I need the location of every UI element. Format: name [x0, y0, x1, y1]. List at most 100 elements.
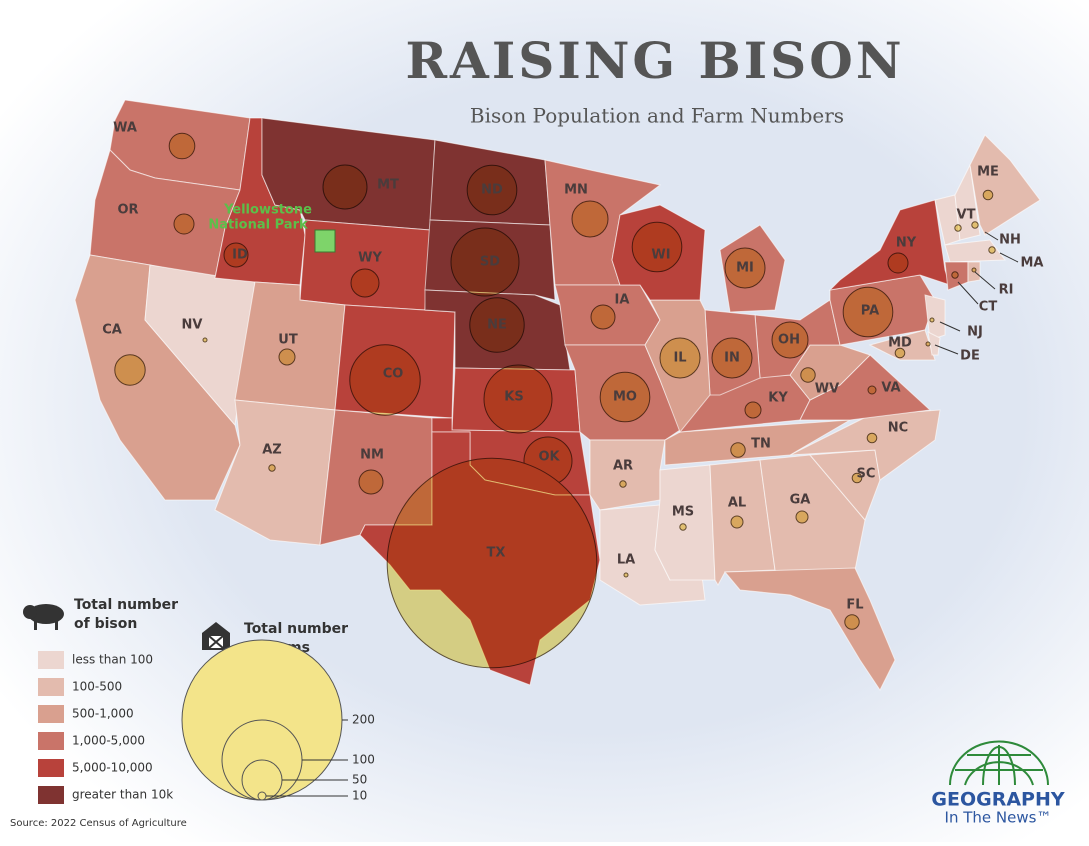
legend-swatch [38, 678, 64, 696]
legend-circle [257, 791, 267, 801]
legend-label: 1,000-5,000 [72, 734, 145, 748]
farm-circle [929, 317, 935, 323]
farm-circle [469, 297, 525, 353]
legend-value: 200 [352, 713, 375, 727]
farm-circle [894, 347, 906, 359]
state-label: AZ [262, 443, 282, 458]
farm-circle [988, 246, 996, 254]
farm-circle [590, 304, 616, 330]
farm-circle [971, 221, 979, 229]
farm-circle [925, 341, 931, 347]
title: RAISING BISON [405, 31, 904, 90]
farm-circle [866, 432, 878, 444]
state-labels: WA OR CA NV ID MT WY UT CO AZ NM ND SD NE KS OK TX MN IA MO… [102, 121, 1043, 613]
state [944, 239, 1006, 263]
farm-circle [631, 221, 683, 273]
bison-legend: less than 100 100-500 500-1,000 1,000-5,000… [38, 651, 173, 804]
state-label: MA [1021, 256, 1044, 271]
legend-value: 10 [352, 789, 367, 803]
farm-circle [730, 442, 746, 458]
farm-circle [268, 464, 276, 472]
farm-circle [724, 247, 766, 289]
state-label: KY [768, 391, 788, 406]
bison-icon [23, 604, 64, 630]
state-label: DE [960, 349, 980, 364]
state [828, 199, 951, 291]
state-label: OK [538, 450, 560, 465]
farm-circle [679, 523, 687, 531]
state-label: IA [615, 293, 630, 308]
state-label: NY [896, 236, 917, 251]
farm-circle [771, 321, 809, 359]
state-label: NJ [967, 325, 983, 340]
legend-value: 100 [352, 753, 375, 767]
state-label: KS [504, 390, 523, 405]
farm-circle [278, 348, 296, 366]
legend-swatch [38, 705, 64, 723]
state-label: GA [790, 493, 811, 508]
subtitle: Bison Population and Farm Numbers [470, 104, 844, 128]
state [927, 331, 941, 356]
farm-circle [571, 200, 609, 238]
farm-circle [114, 354, 146, 386]
state [589, 439, 666, 511]
state [664, 419, 851, 466]
state [969, 134, 1041, 236]
farm-circle [954, 224, 962, 232]
state-label: RI [999, 283, 1014, 298]
state-label: ID [232, 248, 248, 263]
state-label: NE [487, 318, 507, 333]
state [654, 464, 716, 581]
farm-circle [619, 480, 627, 488]
bison-legend-title: Total number [74, 597, 178, 613]
state-label: MI [736, 261, 754, 276]
legend-swatch [38, 759, 64, 777]
state-label: VA [881, 381, 900, 396]
farm-circle [887, 252, 909, 274]
farm-circle [483, 364, 553, 434]
state-label: WY [358, 251, 382, 266]
farm-circle [168, 132, 196, 160]
farm-circle [795, 510, 809, 524]
state-label: UT [278, 333, 298, 348]
farm-circle [800, 367, 816, 383]
state-label: OH [778, 333, 800, 348]
source: Source: 2022 Census of Agriculture [10, 818, 187, 829]
farm-circle [466, 164, 518, 216]
farm-circle [842, 286, 894, 338]
farm-circle [851, 472, 863, 484]
farm-circle [951, 271, 959, 279]
legend-swatch [38, 732, 64, 750]
farm-circle [349, 344, 421, 416]
farm-circle [844, 614, 860, 630]
state-label: MD [888, 336, 912, 351]
state-label: AR [613, 459, 633, 474]
state-label: TN [751, 437, 771, 452]
farm-circle [173, 213, 195, 235]
farm-circle [982, 189, 994, 201]
state-label: MT [377, 178, 399, 193]
bison-legend-title: of bison [74, 616, 137, 632]
farm-circle [350, 268, 380, 298]
farm-circle [599, 371, 651, 423]
state-label: CO [383, 367, 404, 382]
yellowstone-label: Yellowstone [223, 203, 312, 218]
state-label: LA [617, 553, 635, 568]
farm-circle [730, 515, 744, 529]
state [868, 329, 936, 361]
farm-circle [971, 267, 977, 273]
farm-circle [711, 337, 753, 379]
barn-icon [202, 622, 230, 650]
farm-circle [358, 469, 384, 495]
legend-label: less than 100 [72, 653, 153, 667]
state-label: TX [487, 546, 506, 561]
farm-circle [867, 385, 877, 395]
legend-label: 100-500 [72, 680, 122, 694]
state-label: CA [102, 323, 122, 338]
logo-globe [949, 740, 1049, 786]
state-label: MS [672, 505, 694, 520]
legend-value: 50 [352, 773, 367, 787]
state-label: ND [481, 183, 503, 198]
farm-circle [450, 227, 520, 297]
farm-legend-title: Total number [244, 621, 348, 637]
